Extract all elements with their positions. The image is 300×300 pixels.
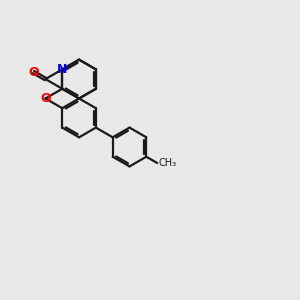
Text: CH₃: CH₃ (158, 158, 176, 168)
Text: O: O (40, 92, 51, 105)
Text: N: N (57, 63, 68, 76)
Text: O: O (28, 66, 39, 79)
